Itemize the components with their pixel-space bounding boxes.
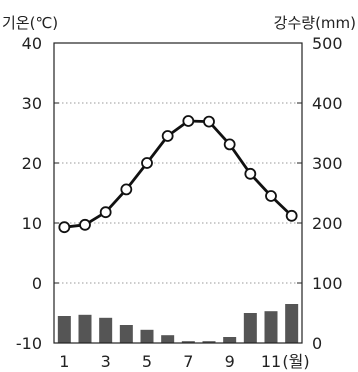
x-tick-label: 5 — [142, 352, 152, 371]
temperature-point — [161, 130, 174, 142]
precipitation-tick-label: 400 — [312, 94, 343, 113]
precipitation-bar — [243, 313, 257, 343]
precipitation-bar — [223, 337, 237, 343]
temperature-point — [203, 115, 215, 128]
temperature-point — [99, 206, 112, 219]
precipitation-tick-labels: 500 400 300 200 100 0 — [297, 34, 343, 353]
temperature-line-group — [58, 115, 298, 234]
precipitation-bar — [161, 335, 175, 343]
x-tick-label: 3 — [101, 352, 111, 371]
x-axis-tick-labels: 1 3 5 7 9 11 — [59, 352, 281, 371]
temperature-point — [182, 115, 195, 127]
precipitation-tick-label: 500 — [312, 34, 343, 53]
temperature-point — [79, 218, 91, 231]
temperature-line — [64, 119, 293, 229]
x-tick-label: 1 — [59, 352, 69, 371]
temperature-point — [223, 138, 236, 151]
temperature-point — [244, 167, 257, 180]
temperature-axis-title: 기온(℃) — [2, 14, 58, 32]
precipitation-bar — [119, 325, 133, 343]
temperature-tick-label: 30 — [22, 94, 42, 113]
precipitation-axis-title: 강수량(mm) — [274, 14, 356, 32]
precipitation-tick-label: 0 — [312, 334, 322, 353]
precipitation-bar — [202, 341, 216, 343]
x-tick-label: 9 — [225, 352, 235, 371]
temperature-tick-label: -10 — [16, 334, 42, 353]
precipitation-bar — [99, 317, 113, 343]
x-tick-label: 7 — [183, 352, 193, 371]
precipitation-bar — [264, 311, 278, 343]
plot-frame — [53, 42, 303, 344]
temperature-tick-label: 0 — [32, 274, 42, 293]
temperature-point — [120, 183, 133, 196]
temperature-point — [265, 190, 277, 202]
precipitation-tick-label: 200 — [312, 214, 343, 233]
precipitation-bar — [78, 314, 92, 343]
temperature-point — [141, 157, 153, 169]
temperature-point — [285, 209, 298, 222]
gridlines — [54, 102, 302, 284]
temperature-tick-label: 20 — [22, 154, 42, 173]
temperature-point — [58, 221, 71, 234]
temperature-tick-label: 10 — [22, 214, 42, 233]
temperature-tick-labels: 40 30 20 10 0 -10 — [16, 34, 59, 353]
precipitation-bar — [140, 329, 154, 343]
precipitation-tick-label: 100 — [312, 274, 343, 293]
precipitation-bar — [181, 341, 195, 343]
precipitation-tick-label: 300 — [312, 154, 343, 173]
x-axis-unit-label: (월) — [282, 352, 309, 371]
x-tick-label: 11 — [261, 352, 281, 371]
temperature-tick-label: 40 — [22, 34, 42, 53]
precipitation-bar — [285, 304, 299, 343]
precipitation-bars — [57, 304, 299, 343]
precipitation-bar — [57, 316, 71, 343]
